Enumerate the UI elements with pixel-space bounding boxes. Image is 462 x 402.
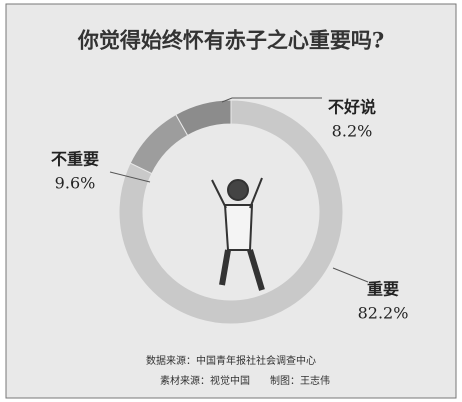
- figure: [211, 177, 265, 291]
- author-note: 制图：王志伟: [270, 374, 330, 387]
- value-label: 9.6%: [55, 174, 96, 193]
- chart-title: 你觉得始终怀有赤子之心重要吗?: [77, 28, 384, 53]
- leader-line: [332, 267, 369, 283]
- category-label: 不好说: [328, 98, 376, 117]
- source-note: 数据来源：中国青年报社社会调查中心: [146, 354, 316, 367]
- frame: [5, 3, 457, 399]
- leader-line: [109, 171, 151, 183]
- category-label: 不重要: [51, 150, 99, 169]
- donut-segment: [118, 99, 344, 325]
- leader-line: [221, 97, 322, 103]
- material-note: 素材来源：视觉中国: [160, 374, 250, 387]
- donut-segment: [175, 99, 232, 137]
- category-label: 重要: [367, 280, 399, 299]
- value-label: 8.2%: [332, 122, 373, 141]
- value-label: 82.2%: [358, 304, 409, 323]
